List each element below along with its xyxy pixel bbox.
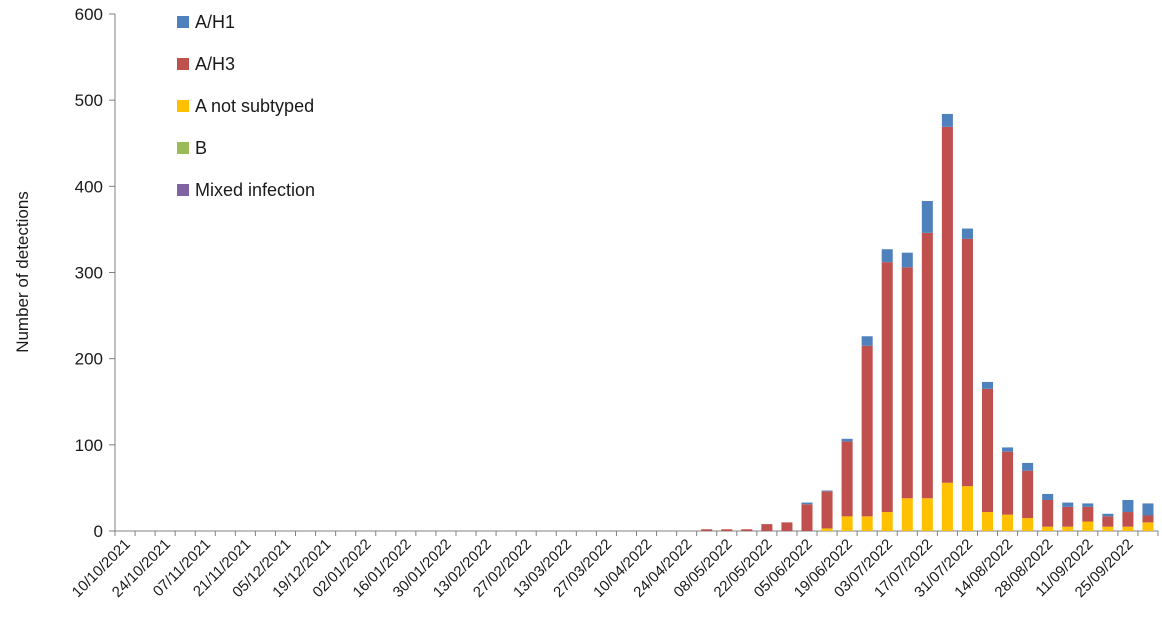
legend-label: A not subtyped — [195, 96, 314, 116]
bar-segment — [841, 438, 853, 442]
bar-segment — [761, 524, 773, 531]
bar-segment — [1002, 514, 1014, 531]
bar-segment — [1082, 521, 1094, 531]
bar-segment — [821, 528, 833, 531]
bar-segment — [841, 516, 853, 531]
bar-segment — [1022, 470, 1034, 519]
legend-swatch — [177, 142, 189, 154]
bar-segment — [901, 498, 913, 531]
legend-label: A/H1 — [195, 12, 235, 32]
bar-series — [701, 113, 1154, 531]
bar-segment — [981, 388, 994, 513]
bar-segment — [1062, 506, 1074, 527]
bar-segment — [841, 441, 853, 517]
bar-segment — [1142, 522, 1154, 531]
bar-segment — [801, 502, 813, 505]
bar-segment — [721, 529, 733, 531]
legend-label: A/H3 — [195, 54, 235, 74]
bar-segment — [961, 238, 973, 487]
bar-segment — [861, 516, 873, 531]
bar-segment — [981, 381, 994, 389]
bar-segment — [901, 267, 913, 499]
y-tick-label: 200 — [75, 350, 103, 369]
bar-segment — [961, 228, 973, 239]
legend: A/H1 A/H3 A not subtyped B Mixed infection — [177, 12, 315, 200]
bar-segment — [941, 126, 953, 483]
bar-segment — [1002, 451, 1014, 515]
bar-segment — [821, 490, 833, 492]
bar-segment — [921, 200, 933, 233]
y-tick-label: 0 — [94, 522, 103, 541]
legend-swatch — [177, 58, 189, 70]
bar-segment — [881, 249, 893, 263]
bar-segment — [1062, 502, 1074, 507]
bar-segment — [1102, 526, 1114, 531]
bar-segment — [1122, 526, 1134, 531]
legend-label: B — [195, 138, 207, 158]
bar-segment — [1122, 512, 1134, 527]
bar-segment — [1042, 526, 1054, 531]
legend-swatch — [177, 16, 189, 28]
bar-segment — [1102, 513, 1114, 517]
bar-segment — [1002, 447, 1014, 452]
bar-segment — [801, 504, 813, 531]
bar-segment — [981, 512, 994, 531]
legend-swatch — [177, 100, 189, 112]
bar-segment — [1102, 516, 1114, 527]
bar-segment — [1122, 499, 1134, 513]
bar-segment — [1082, 506, 1094, 522]
bar-segment — [921, 498, 933, 531]
y-tick-label: 400 — [75, 177, 103, 196]
bar-segment — [881, 512, 893, 531]
y-axis: 0 100 200 300 400 500 600 — [75, 5, 116, 541]
bar-segment — [941, 482, 953, 531]
bar-segment — [941, 113, 953, 127]
bar-segment — [901, 252, 913, 268]
bar-segment — [1062, 526, 1074, 531]
bar-segment — [881, 262, 893, 513]
y-tick-label: 300 — [75, 264, 103, 283]
bar-segment — [781, 522, 793, 531]
bar-segment — [741, 529, 753, 531]
bar-segment — [1022, 518, 1034, 531]
legend-label: Mixed infection — [195, 180, 315, 200]
bar-segment — [1082, 503, 1094, 507]
bar-segment — [701, 529, 713, 531]
bar-segment — [921, 232, 933, 499]
bar-segment — [1022, 462, 1034, 471]
bar-segment — [1042, 493, 1054, 500]
y-tick-label: 500 — [75, 91, 103, 110]
bar-segment — [961, 486, 973, 531]
bar-segment — [1142, 503, 1154, 516]
y-axis-title: Number of detections — [13, 191, 32, 353]
bar-segment — [1042, 499, 1054, 527]
bar-segment — [861, 345, 873, 517]
y-tick-label: 600 — [75, 5, 103, 24]
bar-segment — [821, 491, 833, 529]
y-tick-label: 100 — [75, 436, 103, 455]
bar-segment — [1142, 515, 1154, 523]
bar-segment — [861, 336, 873, 346]
x-axis: 10/10/202124/10/202107/11/202121/11/2021… — [69, 530, 1159, 601]
legend-swatch — [177, 184, 189, 196]
